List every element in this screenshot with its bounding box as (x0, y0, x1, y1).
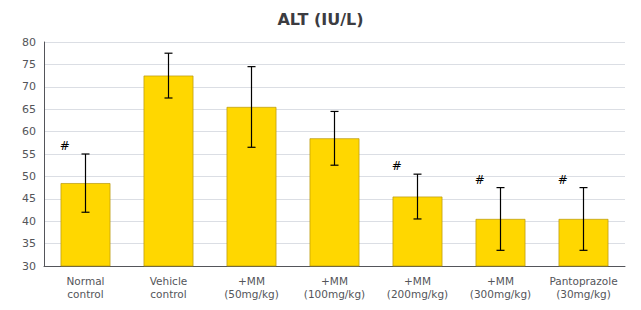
svg-text:60: 60 (22, 125, 36, 138)
svg-text:+MM: +MM (321, 275, 348, 287)
svg-text:+MM: +MM (487, 275, 514, 287)
svg-text:(50mg/kg): (50mg/kg) (224, 288, 279, 300)
svg-text:#: # (558, 173, 568, 187)
svg-text:40: 40 (22, 215, 36, 228)
svg-text:+MM: +MM (238, 275, 265, 287)
svg-text:Normal: Normal (67, 275, 105, 287)
svg-text:Pantoprazole: Pantoprazole (549, 275, 617, 287)
svg-text:30: 30 (22, 260, 36, 273)
svg-text:#: # (392, 159, 402, 173)
svg-text:(200mg/kg): (200mg/kg) (387, 288, 448, 300)
svg-text:35: 35 (22, 237, 36, 250)
svg-text:(30mg/kg): (30mg/kg) (556, 288, 611, 300)
svg-text:(100mg/kg): (100mg/kg) (304, 288, 365, 300)
svg-text:Vehicle: Vehicle (150, 275, 188, 287)
svg-text:45: 45 (22, 192, 36, 205)
svg-text:(300mg/kg): (300mg/kg) (470, 288, 531, 300)
svg-text:75: 75 (22, 58, 36, 71)
svg-text:#: # (475, 173, 485, 187)
svg-text:55: 55 (22, 148, 36, 161)
svg-text:70: 70 (22, 80, 36, 93)
svg-text:#: # (60, 139, 70, 153)
svg-text:+MM: +MM (404, 275, 431, 287)
svg-text:ALT (IU/L): ALT (IU/L) (277, 10, 363, 29)
svg-text:control: control (67, 288, 103, 300)
svg-text:65: 65 (22, 103, 36, 116)
svg-text:80: 80 (22, 36, 36, 49)
svg-text:control: control (150, 288, 186, 300)
svg-text:50: 50 (22, 170, 36, 183)
